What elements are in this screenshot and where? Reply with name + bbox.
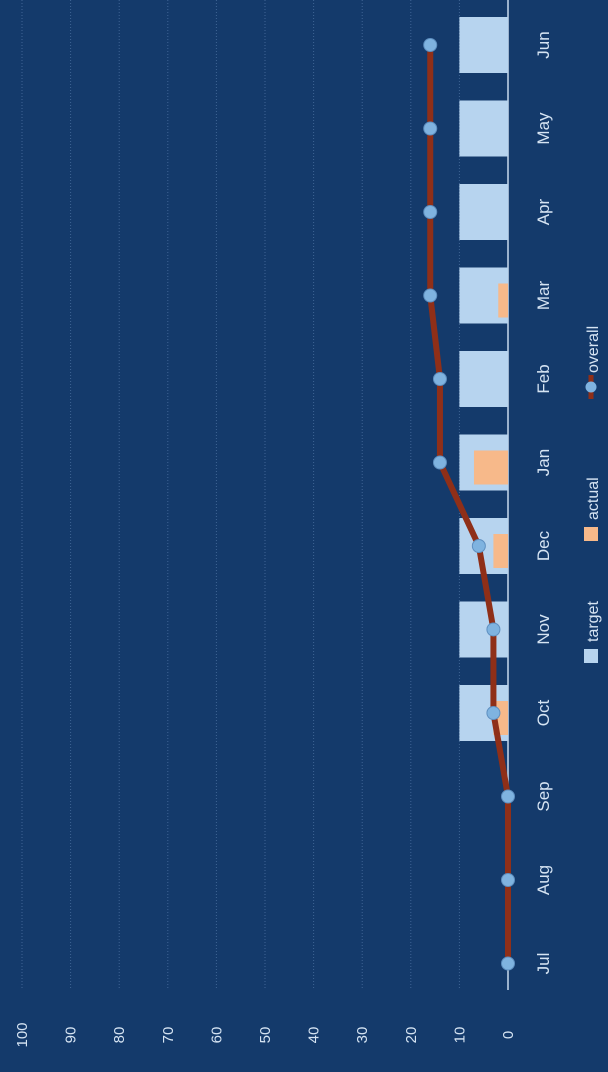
- y-tick-label-80: 80: [111, 1027, 128, 1044]
- overall-line: [427, 42, 511, 967]
- y-tick-label-20: 20: [403, 1027, 420, 1044]
- legend-swatch-actual: [584, 527, 598, 541]
- legend-swatch-target: [584, 649, 598, 663]
- y-tick-label-90: 90: [63, 1027, 80, 1044]
- overall-point-may: [423, 121, 438, 136]
- line-layer: [423, 38, 515, 971]
- legend: target actual overall: [584, 326, 602, 663]
- overall-point-jun: [423, 38, 438, 52]
- target-bar-apr: [459, 184, 508, 240]
- x-tick-label-jun: Jun: [534, 31, 553, 58]
- target-bar-jun: [459, 17, 508, 73]
- legend-swatch-marker-overall: [585, 381, 597, 393]
- actual-bar-jan: [473, 450, 508, 485]
- legend-label-target: target: [585, 601, 602, 642]
- overall-point-jul: [501, 956, 515, 971]
- x-tick-label-jul: Jul: [534, 953, 553, 975]
- actual-bar-dec: [493, 534, 508, 568]
- target-bar-feb: [459, 351, 508, 407]
- overall-point-jan: [432, 455, 447, 470]
- x-tick-label-jan: Jan: [534, 449, 553, 476]
- y-tick-label-40: 40: [306, 1027, 323, 1044]
- overall-point-apr: [423, 205, 438, 219]
- overall-point-feb: [432, 372, 447, 386]
- overall-point-oct: [486, 706, 501, 720]
- y-tick-label-50: 50: [257, 1027, 274, 1044]
- target-bar-nov: [459, 601, 508, 658]
- overall-point-dec: [471, 539, 486, 553]
- x-tick-label-may: May: [534, 112, 553, 145]
- y-tick-label-0: 0: [500, 1031, 517, 1039]
- x-tick-label-apr: Apr: [534, 198, 553, 225]
- x-tick-label-feb: Feb: [534, 364, 553, 393]
- labels-layer: 0 10 20 30 40 50 60 70 80 90 100 Jul Aug Sep Oct Nov Dec…: [14, 31, 553, 1047]
- actual-bar-mar: [498, 283, 508, 318]
- x-tick-label-nov: Nov: [534, 614, 553, 645]
- overall-point-mar: [423, 288, 438, 303]
- x-tick-label-sep: Sep: [534, 781, 553, 811]
- y-tick-label-30: 30: [354, 1027, 371, 1044]
- grid-layer: [21, 0, 509, 990]
- overall-point-sep: [501, 789, 515, 804]
- y-tick-label-10: 10: [451, 1027, 468, 1044]
- bars-layer: [459, 17, 508, 741]
- y-tick-label-100: 100: [14, 1022, 31, 1047]
- target-bar-may: [459, 100, 508, 157]
- legend-label-actual: actual: [585, 477, 602, 520]
- y-tick-label-60: 60: [208, 1027, 225, 1044]
- x-tick-label-dec: Dec: [534, 530, 553, 561]
- x-tick-label-mar: Mar: [534, 281, 553, 311]
- y-tick-label-70: 70: [160, 1027, 177, 1044]
- x-tick-label-aug: Aug: [534, 865, 553, 895]
- overall-point-aug: [501, 873, 515, 887]
- overall-point-nov: [486, 622, 501, 637]
- x-tick-label-oct: Oct: [534, 700, 553, 727]
- legend-label-overall: overall: [585, 326, 602, 373]
